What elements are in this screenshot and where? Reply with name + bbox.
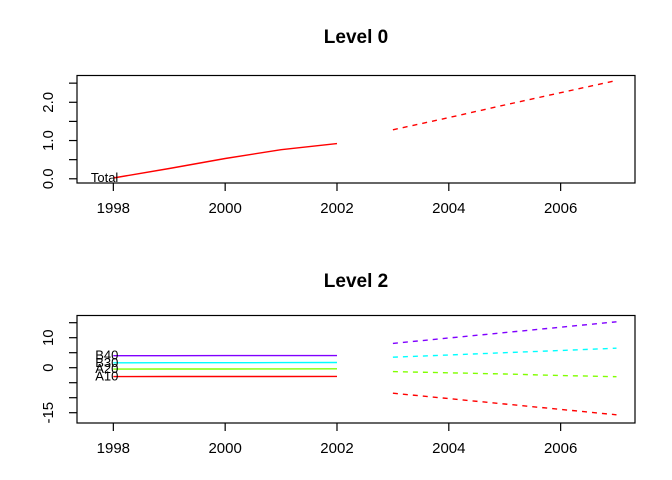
x-tick-label: 2002 [320,440,353,457]
series-A10-forecast-line [392,392,617,416]
x-tick-label: 1998 [97,200,130,217]
y-tick-label: 1.0 [40,130,57,151]
y-tick-label: -15 [40,402,57,424]
panel-level-0: 1998 2000 2002 2004 2006 0.0 1.0 2.0 Total [40,74,636,217]
series-label-Total: Total [91,170,119,185]
x-tick-label: 2002 [320,200,353,217]
x-tick-label: 1998 [97,440,130,457]
series-label-A10: A10 [95,369,118,384]
y-tick-label: 0.0 [40,168,57,189]
y-tick-label: 10 [40,329,57,346]
x-tick-label: 2000 [208,200,241,217]
plot-box [76,74,636,184]
series-Total-forecast-line [392,79,617,131]
x-tick-label: 2006 [544,440,577,457]
x-tick-label: 2006 [544,200,577,217]
series-B40-forecast-line [392,321,617,345]
x-tick-label: 2004 [432,200,465,217]
plot-box [76,314,636,424]
x-tick-label: 2000 [208,440,241,457]
panel-title-level-2: Level 2 [323,271,389,292]
series-A20-forecast-line [392,370,617,378]
series-label-B40: B40 [95,348,118,363]
y-tick-label: 2.0 [40,92,57,113]
x-tick-label: 2004 [432,440,465,457]
series-label-A20: A20 [95,361,118,376]
series-B30-forecast-line [392,347,617,358]
panel-title-level-0: Level 0 [323,27,389,48]
series-Total-history-line [113,142,338,179]
series-label-B30: B30 [95,355,118,370]
y-tick-label: 0 [40,364,57,372]
